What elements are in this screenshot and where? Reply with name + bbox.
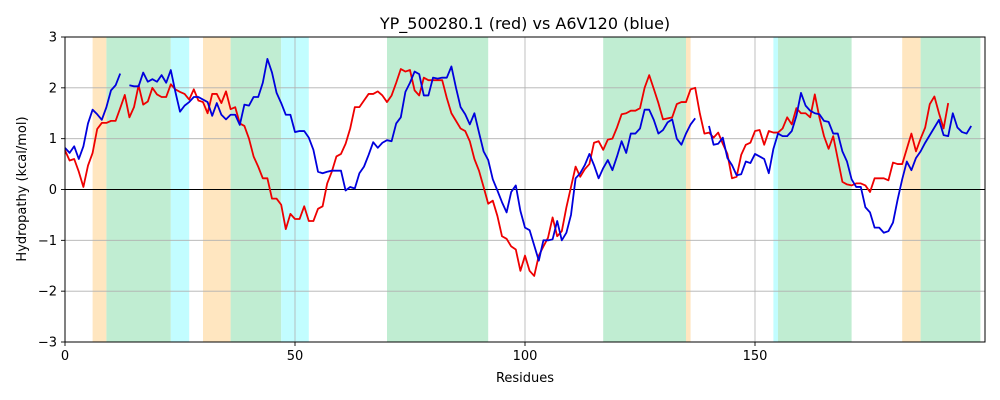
y-tick-label-1: −2 <box>38 285 57 300</box>
y-tick-label-0: −3 <box>38 336 57 351</box>
series-lines <box>64 57 972 277</box>
x-axis-label: Residues <box>496 371 554 386</box>
axis-ticks: 0 50 100 150 −3 −2 −1 0 1 2 3 <box>38 31 768 365</box>
x-tick-label-0: 0 <box>61 349 69 364</box>
y-axis-label: Hydropathy (kcal/mol) <box>15 116 30 261</box>
x-tick-label-2: 100 <box>513 349 538 364</box>
y-tick-label-2: −1 <box>38 234 57 249</box>
y-tick-label-4: 1 <box>49 132 57 147</box>
y-tick-label-5: 2 <box>49 81 57 96</box>
chart-title: YP_500280.1 (red) vs A6V120 (blue) <box>379 14 670 34</box>
x-tick-label-3: 150 <box>743 349 768 364</box>
x-tick-label-1: 50 <box>287 349 304 364</box>
y-tick-label-6: 3 <box>49 31 57 46</box>
series-line-1 <box>64 57 972 262</box>
y-tick-label-3: 0 <box>49 183 57 198</box>
series-line-0 <box>64 68 950 277</box>
